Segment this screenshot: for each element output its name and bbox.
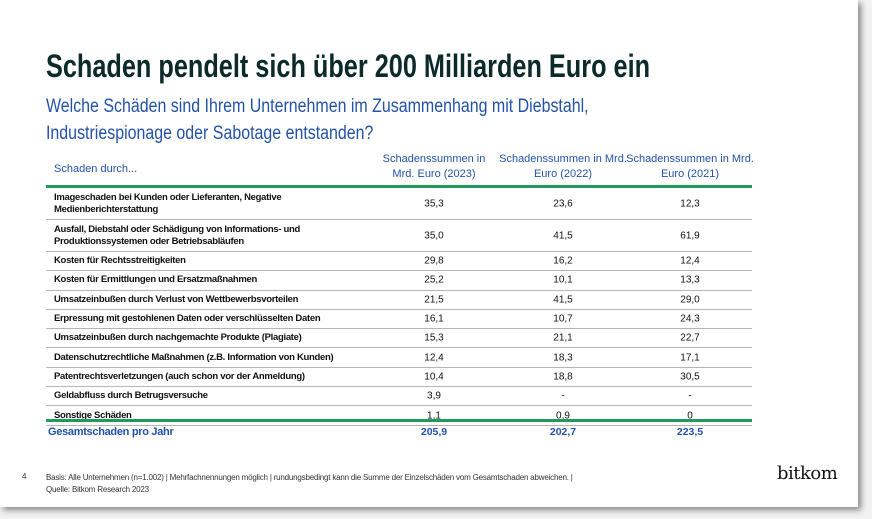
value-2022: 41,5 [553,230,573,241]
row-label: Sonstige Schäden [54,409,132,421]
value-2023: 25,2 [424,274,444,286]
row-label: Imageschaden bei Kunden oder Lieferanten… [54,191,282,215]
value-2023: 21,5 [424,294,444,306]
value-2022: 41,5 [553,294,573,306]
value-2021: 29,0 [680,294,700,306]
table-row: Umsatzeinbußen durch Verlust von Wettbew… [46,291,752,310]
total-divider [46,419,752,422]
table-row: Imageschaden bei Kunden oder Lieferanten… [46,188,752,220]
value-2021: - [688,390,692,402]
page-number: 4 [22,472,27,481]
header-label: Schaden durch... [54,163,138,175]
value-2023: 12,4 [424,352,444,364]
row-label: Geldabfluss durch Betrugsversuche [54,390,208,402]
header-2021: Schadenssummen in Mrd. Euro (2021) [626,153,754,180]
value-2023: 10,4 [424,371,444,383]
value-2022: 18,3 [553,352,573,364]
value-2021: 17,1 [680,352,700,364]
value-2022: - [561,390,565,402]
value-2021: 13,3 [680,274,700,286]
value-2023: 35,0 [424,230,444,241]
value-2021: 12,4 [680,255,700,267]
total-row: Gesamtschaden pro Jahr 205,9 202,7 223,5 [48,426,704,438]
table-row: Kosten für Ermittlungen und Ersatzmaßnah… [46,271,752,291]
table-row: Sonstige Schäden 1,1 0,9 0 [46,406,752,426]
header-divider [46,185,752,188]
value-2021: 24,3 [680,313,700,325]
table-row: Umsatzeinbußen durch nachgemachte Produk… [46,329,752,349]
value-2023: 15,3 [424,332,444,344]
value-2021: 30,5 [680,371,700,383]
slide: Schaden pendelt sich über 200 Milliarden… [0,0,858,507]
table-row: Erpressung mit gestohlenen Daten oder ve… [46,310,752,330]
page-title: Schaden pendelt sich über 200 Milliarden… [46,48,651,84]
row-label: Kosten für Ermittlungen und Ersatzmaßnah… [54,274,257,286]
value-2022: 23,6 [553,198,573,209]
header-2022: Schadenssummen in Mrd. Euro (2022) [499,153,627,180]
header-2023: Schadenssummen in Mrd. Euro (2023) [382,153,486,180]
value-2023: 16,1 [424,313,444,325]
subtitle: Welche Schäden sind Ihrem Unternehmen im… [46,96,589,144]
value-2021: 22,7 [680,332,700,344]
table-row: Patentrechtsverletzungen (auch schon vor… [46,368,752,388]
table-row: Geldabfluss durch Betrugsversuche 3,9 - - [46,387,752,407]
row-label: Patentrechtsverletzungen (auch schon vor… [54,370,305,382]
value-2023: 35,3 [424,198,444,209]
value-2022: 21,1 [553,332,573,344]
footnote: Basis: Alle Unternehmen (n=1.002) | Mehr… [46,473,573,494]
row-label: Kosten für Rechtsstreitigkeiten [54,255,186,267]
value-2023: 1,1 [427,410,441,422]
value-2022: 0,9 [556,410,570,422]
value-2021: 0 [687,410,693,422]
row-label: Datenschutzrechtliche Maßnahmen (z.B. In… [54,351,334,363]
row-label: Umsatzeinbußen durch nachgemachte Produk… [54,332,302,344]
row-label: Umsatzeinbußen durch Verlust von Wettbew… [54,293,299,305]
table-row: Datenschutzrechtliche Maßnahmen (z.B. In… [46,349,752,368]
table-row: Kosten für Rechtsstreitigkeiten 29,8 16,2 1… [46,252,752,272]
value-2022: 16,2 [553,255,573,267]
value-2022: 10,7 [553,313,573,325]
value-2021: 61,9 [680,230,700,241]
row-label: Erpressung mit gestohlenen Daten oder ve… [54,313,321,325]
table-row: Ausfall, Diebstahl oder Schädigung von I… [46,220,752,252]
value-2023: 3,9 [427,390,441,402]
value-2021: 12,3 [680,198,700,209]
bitkom-logo: bitkom [777,463,838,484]
value-2022: 18,8 [553,371,573,383]
value-2022: 10,1 [553,274,573,286]
value-2023: 29,8 [424,255,444,267]
row-label: Ausfall, Diebstahl oder Schädigung von I… [54,223,301,247]
